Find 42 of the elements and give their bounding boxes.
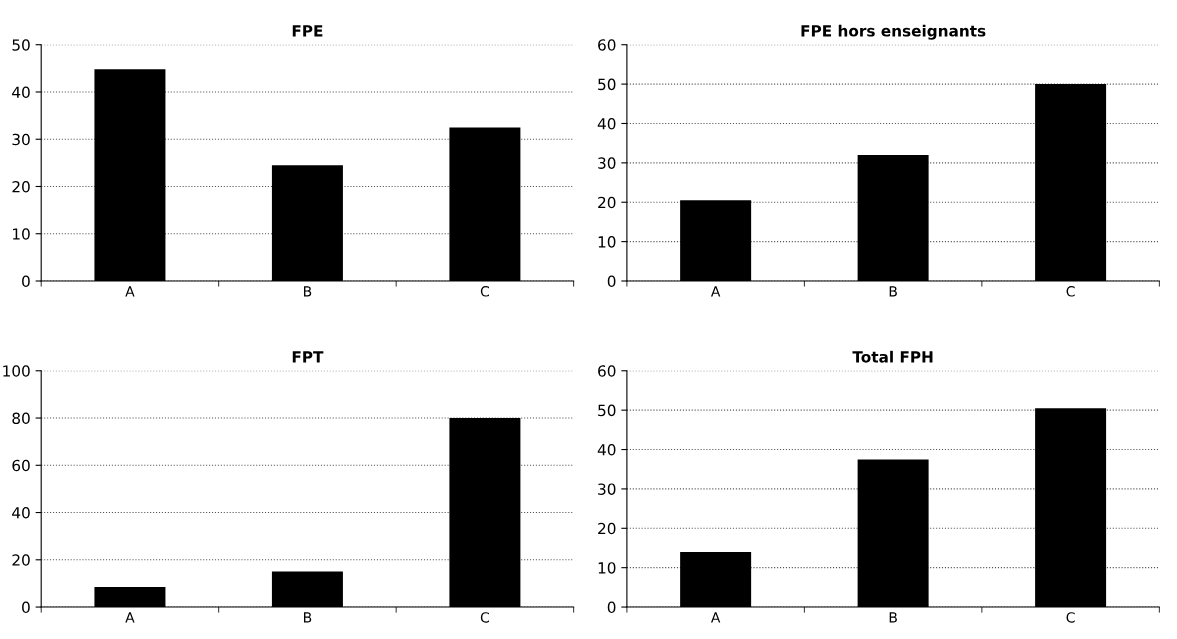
y-tick-label: 10 <box>13 228 30 240</box>
y-tick-label: 0 <box>607 601 616 614</box>
x-tick-label: C <box>1066 612 1075 623</box>
x-tick-label: C <box>1066 286 1075 297</box>
y-tick-label: 50 <box>12 39 30 51</box>
y-tick-label: 30 <box>12 133 30 146</box>
y-tick-label: 20 <box>12 554 30 566</box>
y-tick-label: 40 <box>12 507 30 519</box>
y-tick-label: 50 <box>598 404 616 417</box>
chart-title: Total FPH <box>852 350 933 363</box>
chart-title: FPE <box>292 25 323 37</box>
x-tick-label: C <box>480 612 489 623</box>
y-tick-label: 60 <box>12 459 30 472</box>
y-tick-label: 40 <box>12 86 30 99</box>
x-tick-label: B <box>304 612 312 623</box>
x-tick-label: A <box>710 286 721 297</box>
x-tick-label: B <box>889 612 897 623</box>
y-tick-label: 50 <box>598 78 616 91</box>
x-tick-label: A <box>125 286 135 297</box>
y-tick-label: 0 <box>607 275 616 288</box>
x-tick-label: A <box>125 612 135 623</box>
y-tick-label: 10 <box>598 236 616 248</box>
y-tick-label: 30 <box>598 483 616 495</box>
y-tick-label: 30 <box>598 157 616 169</box>
chart-title: FPE hors enseignants <box>801 24 986 40</box>
y-tick-label: 100 <box>3 365 30 377</box>
x-tick-label: C <box>480 286 489 297</box>
y-tick-label: 40 <box>597 117 616 130</box>
y-tick-label: 60 <box>598 39 616 51</box>
chart-title: FPT <box>292 351 324 363</box>
y-tick-label: 20 <box>12 180 30 193</box>
y-tick-label: 80 <box>12 412 30 425</box>
x-tick-label: B <box>304 286 312 297</box>
y-tick-label: 0 <box>22 601 30 614</box>
y-tick-label: 60 <box>598 365 616 377</box>
y-tick-label: 0 <box>22 275 30 288</box>
y-tick-label: 20 <box>598 196 616 209</box>
x-tick-label: B <box>889 286 897 297</box>
y-tick-label: 40 <box>597 444 616 456</box>
y-tick-label: 20 <box>598 522 616 535</box>
y-tick-label: 10 <box>598 562 616 574</box>
x-tick-label: A <box>710 612 721 623</box>
